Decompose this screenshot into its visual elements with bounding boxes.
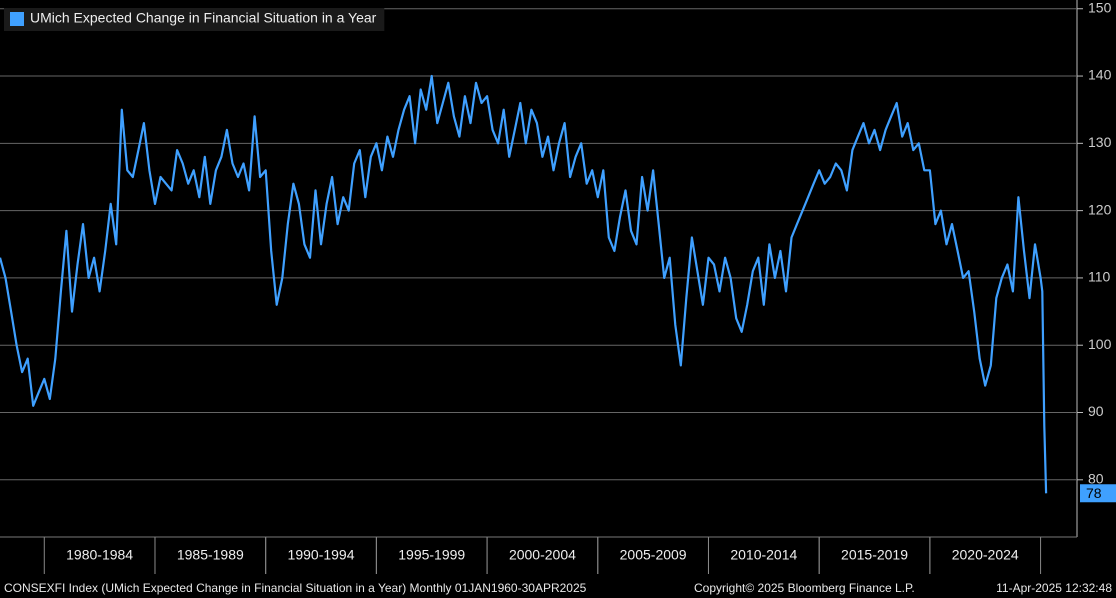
y-tick-label: 80 bbox=[1088, 471, 1104, 487]
legend-swatch bbox=[10, 12, 24, 26]
footer-copyright: Copyright© 2025 Bloomberg Finance L.P. bbox=[694, 581, 915, 595]
x-tick-label: 1990-1994 bbox=[288, 547, 355, 563]
y-tick-label: 100 bbox=[1088, 336, 1112, 352]
x-tick-label: 2015-2019 bbox=[841, 547, 908, 563]
y-tick-label: 140 bbox=[1088, 67, 1112, 83]
y-tick-label: 120 bbox=[1088, 201, 1112, 217]
legend-label: UMich Expected Change in Financial Situa… bbox=[30, 10, 377, 26]
x-tick-label: 2010-2014 bbox=[730, 547, 797, 563]
x-tick-label: 1995-1999 bbox=[398, 547, 465, 563]
footer-timestamp: 11-Apr-2025 12:32:48 bbox=[996, 581, 1112, 595]
x-tick-label: 2000-2004 bbox=[509, 547, 576, 563]
footer-source: CONSEXFI Index (UMich Expected Change in… bbox=[4, 581, 587, 595]
legend: UMich Expected Change in Financial Situa… bbox=[4, 8, 385, 31]
last-value-label: 78 bbox=[1086, 485, 1102, 501]
x-tick-label: 2020-2024 bbox=[952, 547, 1019, 563]
x-tick-label: 2005-2009 bbox=[620, 547, 687, 563]
last-value-box bbox=[1080, 484, 1116, 503]
y-tick-label: 150 bbox=[1088, 0, 1112, 15]
x-tick-label: 1980-1984 bbox=[66, 547, 133, 563]
data-line bbox=[0, 74, 1048, 494]
y-tick-label: 90 bbox=[1088, 403, 1104, 419]
y-tick-label: 130 bbox=[1088, 134, 1112, 150]
y-tick-label: 110 bbox=[1088, 269, 1111, 285]
x-tick-label: 1985-1989 bbox=[177, 547, 244, 563]
legend-background bbox=[4, 8, 385, 31]
